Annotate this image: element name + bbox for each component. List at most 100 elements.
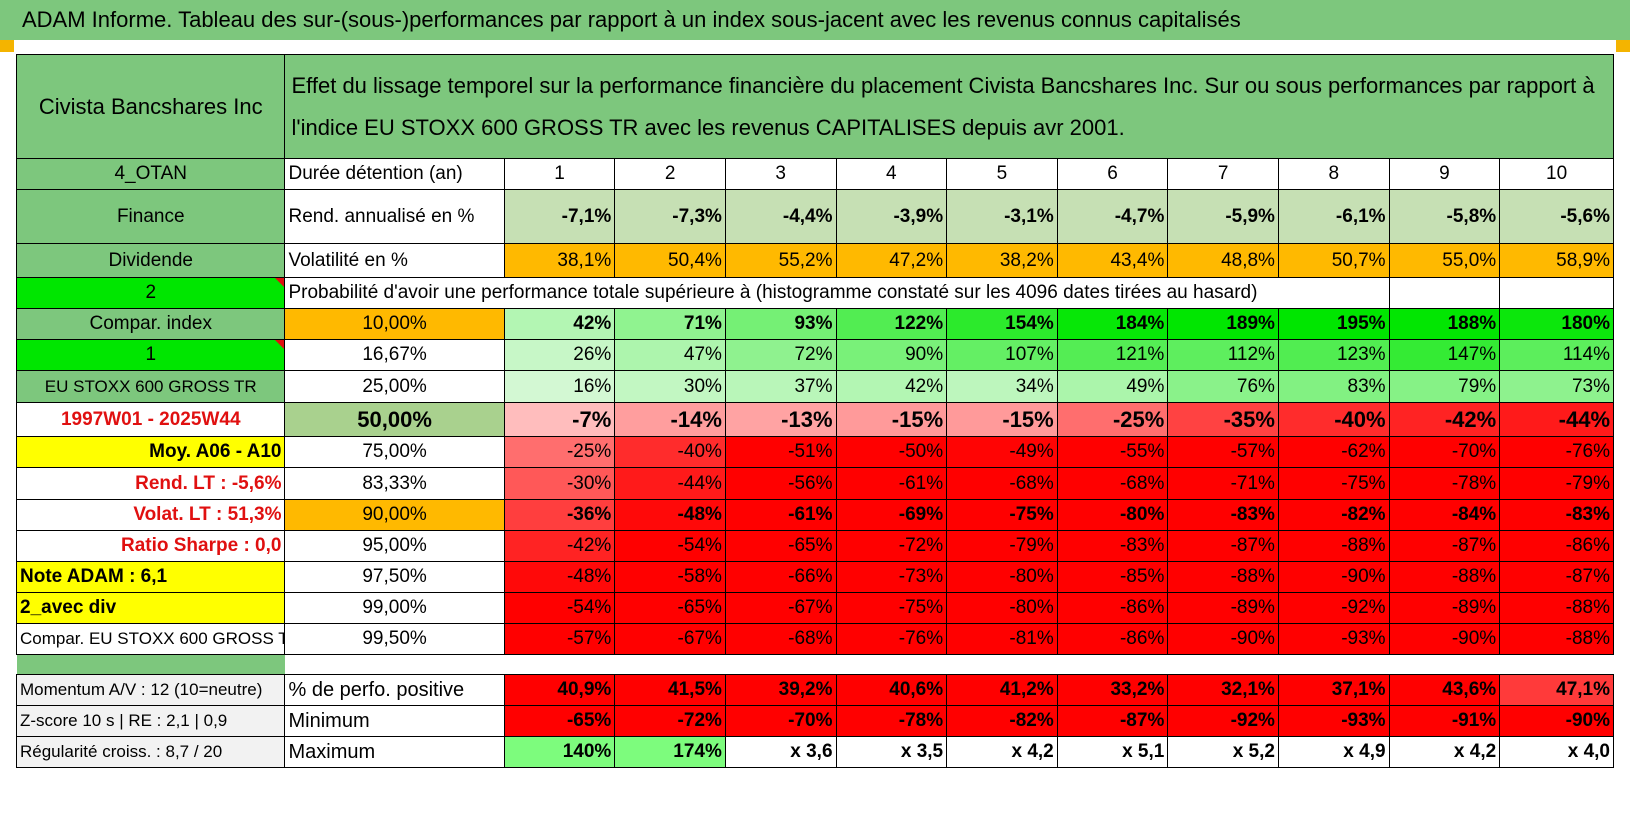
year-header: 7 bbox=[1167, 158, 1279, 190]
quantile-value: -57% bbox=[503, 623, 616, 655]
quantile-value: -82% bbox=[1277, 499, 1390, 531]
quantile-value: -83% bbox=[1499, 499, 1614, 531]
quantile-value: -56% bbox=[724, 467, 837, 500]
stat-value: 37,1% bbox=[1277, 674, 1390, 706]
vol-label: Volatilité en % bbox=[284, 243, 505, 278]
rend-value: -7,3% bbox=[614, 189, 726, 244]
left-label: Compar. EU STOXX 600 GROSS TR bbox=[15, 623, 286, 655]
vol-value: 55,0% bbox=[1388, 243, 1501, 278]
quantile-value: -44% bbox=[614, 467, 726, 500]
quantile-value: -76% bbox=[835, 623, 948, 655]
quantile-value: -83% bbox=[1167, 499, 1279, 531]
stat-value: 174% bbox=[614, 736, 726, 768]
separator bbox=[16, 654, 285, 675]
table-row: Moy. A06 - A10 75,00% -25% -40% -51% -50% -49%… bbox=[15, 436, 1614, 468]
stat-value: 41,5% bbox=[614, 674, 726, 706]
quantile-value: 90% bbox=[835, 339, 948, 371]
quantile-value: 42% bbox=[503, 308, 616, 340]
quantile-value: -62% bbox=[1277, 436, 1390, 468]
performance-table: Civista Bancshares Inc Effet du lissage t… bbox=[15, 54, 1614, 768]
quantile-value: -88% bbox=[1167, 561, 1279, 593]
quantile-value: 83% bbox=[1277, 370, 1390, 403]
quantile-value: -88% bbox=[1388, 561, 1501, 593]
quantile-pct: 99,50% bbox=[284, 623, 505, 655]
table-row: 2 Probabilité d'avoir une performance tot… bbox=[15, 277, 1614, 309]
quantile-value: 30% bbox=[614, 370, 726, 403]
table-row: 4_OTAN Durée détention (an) 1 2 3 4 5 6 7 8 9 10 bbox=[15, 158, 1614, 190]
quantile-value: -68% bbox=[946, 467, 1058, 500]
quantile-value: -93% bbox=[1277, 623, 1390, 655]
stat-value: 47,1% bbox=[1499, 674, 1614, 706]
stat-value: 32,1% bbox=[1167, 674, 1279, 706]
quantile-value: -80% bbox=[946, 592, 1058, 624]
vol-value: 50,7% bbox=[1277, 243, 1390, 278]
quantile-value: -54% bbox=[503, 592, 616, 624]
quantile-value: 76% bbox=[1167, 370, 1279, 403]
table-row: Civista Bancshares Inc Effet du lissage t… bbox=[15, 54, 1614, 159]
quantile-value: 73% bbox=[1499, 370, 1614, 403]
table-row: Momentum A/V : 12 (10=neutre)% de perfo.… bbox=[15, 674, 1614, 706]
quantile-value: -86% bbox=[1499, 530, 1614, 562]
quantile-value: -35% bbox=[1167, 402, 1279, 437]
stat-value: x 5,2 bbox=[1167, 736, 1279, 768]
quantile-value: -84% bbox=[1388, 499, 1501, 531]
stat-value: -87% bbox=[1056, 705, 1169, 737]
quantile-value: -69% bbox=[835, 499, 948, 531]
quantile-value: -72% bbox=[835, 530, 948, 562]
table-cell bbox=[1499, 277, 1614, 309]
quantile-value: -55% bbox=[1056, 436, 1169, 468]
quantile-value: -66% bbox=[724, 561, 837, 593]
corner-marker-left bbox=[0, 40, 14, 52]
stat-label: Z-score 10 s | RE : 2,1 | 0,9 bbox=[15, 705, 286, 737]
quantile-value: -90% bbox=[1277, 561, 1390, 593]
quantile-value: 114% bbox=[1499, 339, 1614, 371]
quantile-value: -61% bbox=[724, 499, 837, 531]
vol-value: 47,2% bbox=[835, 243, 948, 278]
quantile-value: -67% bbox=[724, 592, 837, 624]
year-header: 2 bbox=[614, 158, 726, 190]
quantile-value: -36% bbox=[503, 499, 616, 531]
quantile-value: 79% bbox=[1388, 370, 1501, 403]
quantile-value: -65% bbox=[724, 530, 837, 562]
quantile-value: 123% bbox=[1277, 339, 1390, 371]
year-header: 6 bbox=[1056, 158, 1169, 190]
quantile-pct: 97,50% bbox=[284, 561, 505, 593]
quantile-value: -79% bbox=[946, 530, 1058, 562]
table-row: 2_avec div 99,00% -54% -65% -67% -75% -80% -86%… bbox=[15, 592, 1614, 624]
quantile-value: -68% bbox=[1056, 467, 1169, 500]
stat-value: -72% bbox=[614, 705, 726, 737]
left-label[interactable]: 1 bbox=[15, 339, 286, 371]
quantile-value: 184% bbox=[1056, 308, 1169, 340]
vol-value: 48,8% bbox=[1167, 243, 1279, 278]
table-row: Compar. index 10,00% 42% 71% 93% 122% 154% 184%… bbox=[15, 308, 1614, 340]
quantile-value: -80% bbox=[946, 561, 1058, 593]
table-cell bbox=[1388, 277, 1501, 309]
quantile-value: 112% bbox=[1167, 339, 1279, 371]
description: Effet du lissage temporel sur la perform… bbox=[284, 54, 1614, 159]
quantile-value: -25% bbox=[1056, 402, 1169, 437]
separator bbox=[284, 654, 1614, 675]
quantile-pct: 16,67% bbox=[284, 339, 505, 371]
asset-sector: Finance bbox=[15, 189, 286, 244]
quantile-value: 122% bbox=[835, 308, 948, 340]
asset-type: Dividende bbox=[15, 243, 286, 278]
left-label: 2_avec div bbox=[15, 592, 286, 624]
quantile-pct: 99,00% bbox=[284, 592, 505, 624]
year-header: 5 bbox=[946, 158, 1058, 190]
quantile-value: 93% bbox=[724, 308, 837, 340]
quantile-pct: 83,33% bbox=[284, 467, 505, 500]
stat-value: x 5,1 bbox=[1056, 736, 1169, 768]
prob-label: Probabilité d'avoir une performance tota… bbox=[284, 277, 1390, 309]
quantile-value: -89% bbox=[1167, 592, 1279, 624]
quantile-value: 107% bbox=[946, 339, 1058, 371]
selector-1[interactable]: 2 bbox=[15, 277, 286, 309]
left-label: Volat. LT : 51,3% bbox=[15, 499, 286, 531]
quantile-value: -88% bbox=[1277, 530, 1390, 562]
quantile-value: -89% bbox=[1388, 592, 1501, 624]
stat-value: x 4,9 bbox=[1277, 736, 1390, 768]
quantile-value: -7% bbox=[503, 402, 616, 437]
stat-value: x 4,2 bbox=[1388, 736, 1501, 768]
quantile-value: -48% bbox=[614, 499, 726, 531]
quantile-value: 147% bbox=[1388, 339, 1501, 371]
quantile-value: 121% bbox=[1056, 339, 1169, 371]
